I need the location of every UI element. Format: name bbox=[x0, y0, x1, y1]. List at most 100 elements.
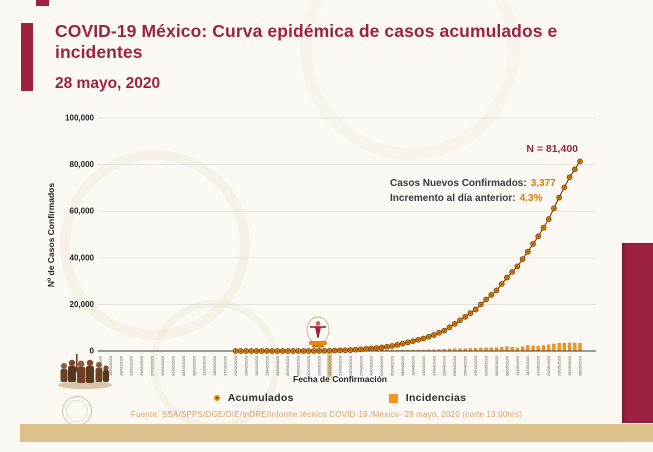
x-tick-label: 02/02/2020 bbox=[170, 355, 175, 376]
x-tick-label: 14/02/2020 bbox=[212, 355, 217, 376]
acumulados-marker-center bbox=[255, 350, 258, 352]
acumulados-marker-center bbox=[412, 340, 414, 343]
x-tick-label: 14/04/2020 bbox=[421, 355, 426, 376]
x-tick-label: 11/04/2020 bbox=[410, 355, 415, 375]
acumulados-line bbox=[235, 161, 581, 352]
heroes-historicos-image bbox=[56, 352, 114, 390]
legend-item-incidencias: Incidencias bbox=[388, 392, 467, 404]
acumulados-marker-center bbox=[375, 347, 378, 349]
incidencia-bar bbox=[547, 344, 551, 352]
x-tick-label: 08/04/2020 bbox=[400, 355, 405, 376]
y-tick-label: 0 bbox=[90, 347, 95, 356]
x-tick-label: 27/03/2020 bbox=[358, 355, 363, 376]
x-tick-label: 30/03/2020 bbox=[369, 355, 374, 376]
acumulados-marker-center bbox=[401, 342, 404, 345]
acumulados-marker-center bbox=[568, 176, 571, 179]
incidencia-bar bbox=[494, 347, 499, 352]
acumulados-marker-center bbox=[245, 350, 247, 352]
x-tick-label: 29/02/2020 bbox=[264, 355, 269, 376]
acumulados-marker-center bbox=[579, 160, 581, 163]
x-tick-label: 20/05/2020 bbox=[546, 355, 551, 376]
x-tick-highlight bbox=[326, 354, 333, 378]
x-tick-label: 17/02/2020 bbox=[223, 355, 228, 376]
chart-legend: Acumulados Incidencias bbox=[40, 392, 640, 404]
x-tick-label: 24/01/2020 bbox=[139, 355, 144, 376]
acumulados-marker-center bbox=[318, 350, 321, 352]
acumulados-marker-icon bbox=[213, 395, 220, 401]
x-tick-label: 12/03/2020 bbox=[306, 355, 311, 376]
acumulados-marker-center bbox=[573, 168, 576, 171]
acumulados-marker-center bbox=[422, 337, 425, 340]
x-tick-label: 08/05/2020 bbox=[504, 355, 509, 376]
acumulados-marker-center bbox=[537, 235, 540, 238]
health-emblem-icon bbox=[303, 315, 333, 352]
x-tick-label: 21/01/2020 bbox=[129, 355, 134, 376]
acumulados-marker-center bbox=[547, 218, 550, 221]
acumulados-marker-center bbox=[485, 298, 487, 301]
top-accent-bar bbox=[36, 0, 49, 6]
page-title: COVID-19 México: Curva epidémica de caso… bbox=[55, 21, 558, 62]
acumulados-marker-center bbox=[250, 350, 253, 352]
source-text: Fuente: SSA/SPPS/DGE/DIE/InDRE/Informe t… bbox=[130, 410, 523, 419]
x-tick-label: 26/04/2020 bbox=[463, 355, 468, 376]
x-tick-label: 18/01/2020 bbox=[118, 355, 123, 376]
acumulados-marker-center bbox=[563, 186, 566, 189]
x-tick-label: 06/03/2020 bbox=[285, 355, 290, 376]
x-tick-label: 26/05/2020 bbox=[567, 355, 572, 376]
x-tick-label: 18/03/2020 bbox=[327, 355, 332, 376]
incidencias-marker-icon bbox=[388, 393, 398, 403]
acumulados-marker-center bbox=[490, 294, 493, 296]
page-date: 28 mayo, 2020 bbox=[55, 75, 161, 93]
acumulados-marker-center bbox=[286, 350, 289, 352]
acumulados-marker-center bbox=[297, 350, 300, 352]
acumulados-marker-center bbox=[553, 207, 555, 210]
acumulados-marker-center bbox=[448, 326, 451, 329]
acumulados-marker-center bbox=[474, 308, 477, 311]
acumulados-marker-center bbox=[417, 338, 420, 341]
acumulados-marker-center bbox=[396, 343, 399, 346]
acumulados-marker-center bbox=[438, 331, 441, 334]
x-tick-label: 27/01/2020 bbox=[150, 355, 155, 376]
acumulados-marker-center bbox=[516, 265, 519, 268]
acumulados-marker-center bbox=[365, 347, 367, 350]
new-cases-label: Casos Nuevos Confirmados: bbox=[390, 178, 527, 189]
acumulados-marker-center bbox=[339, 349, 341, 352]
acumulados-marker-center bbox=[511, 271, 514, 273]
acumulados-marker-center bbox=[542, 226, 545, 229]
x-tick-label: 17/04/2020 bbox=[431, 355, 436, 376]
x-tick-label: 09/03/2020 bbox=[296, 355, 301, 376]
incidencia-bar bbox=[552, 343, 556, 352]
incidencia-bar bbox=[562, 342, 566, 352]
acumulados-marker-center bbox=[464, 315, 467, 318]
x-tick-label: 02/05/2020 bbox=[483, 355, 488, 376]
incidencia-bar bbox=[541, 345, 546, 352]
acumulados-marker-center bbox=[359, 348, 362, 351]
acumulados-marker-center bbox=[302, 350, 305, 352]
acumulados-marker-center bbox=[558, 196, 561, 199]
acumulados-marker-center bbox=[234, 350, 237, 352]
y-tick-label: 80,000 bbox=[70, 160, 95, 169]
bottom-gold-bar bbox=[20, 424, 653, 442]
acumulados-marker-center bbox=[344, 349, 347, 352]
incidencia-bar bbox=[573, 342, 577, 352]
incidencia-bar bbox=[510, 347, 514, 352]
y-tick-label: 40,000 bbox=[70, 253, 95, 262]
incidencia-bar bbox=[536, 346, 540, 352]
x-tick-label: 23/05/2020 bbox=[557, 355, 562, 376]
acumulados-marker-center bbox=[281, 350, 284, 352]
x-tick-label: 23/04/2020 bbox=[452, 355, 457, 376]
title-accent-bar bbox=[21, 23, 33, 91]
incidencia-bar bbox=[567, 342, 572, 352]
acumulados-marker-center bbox=[469, 312, 472, 315]
acumulados-marker-center bbox=[532, 243, 534, 245]
acumulados-marker-center bbox=[271, 350, 274, 352]
acumulados-marker-center bbox=[526, 250, 529, 253]
legend-label: Incidencias bbox=[405, 392, 467, 404]
x-tick-label: 28/05/2020 bbox=[577, 355, 582, 376]
acumulados-marker-center bbox=[443, 329, 446, 332]
right-maroon-block bbox=[622, 243, 653, 423]
incidencia-bar bbox=[520, 346, 525, 352]
x-tick-label: 03/03/2020 bbox=[275, 355, 280, 376]
acumulados-marker-center bbox=[260, 350, 263, 352]
x-tick-label: 26/02/2020 bbox=[254, 355, 259, 376]
